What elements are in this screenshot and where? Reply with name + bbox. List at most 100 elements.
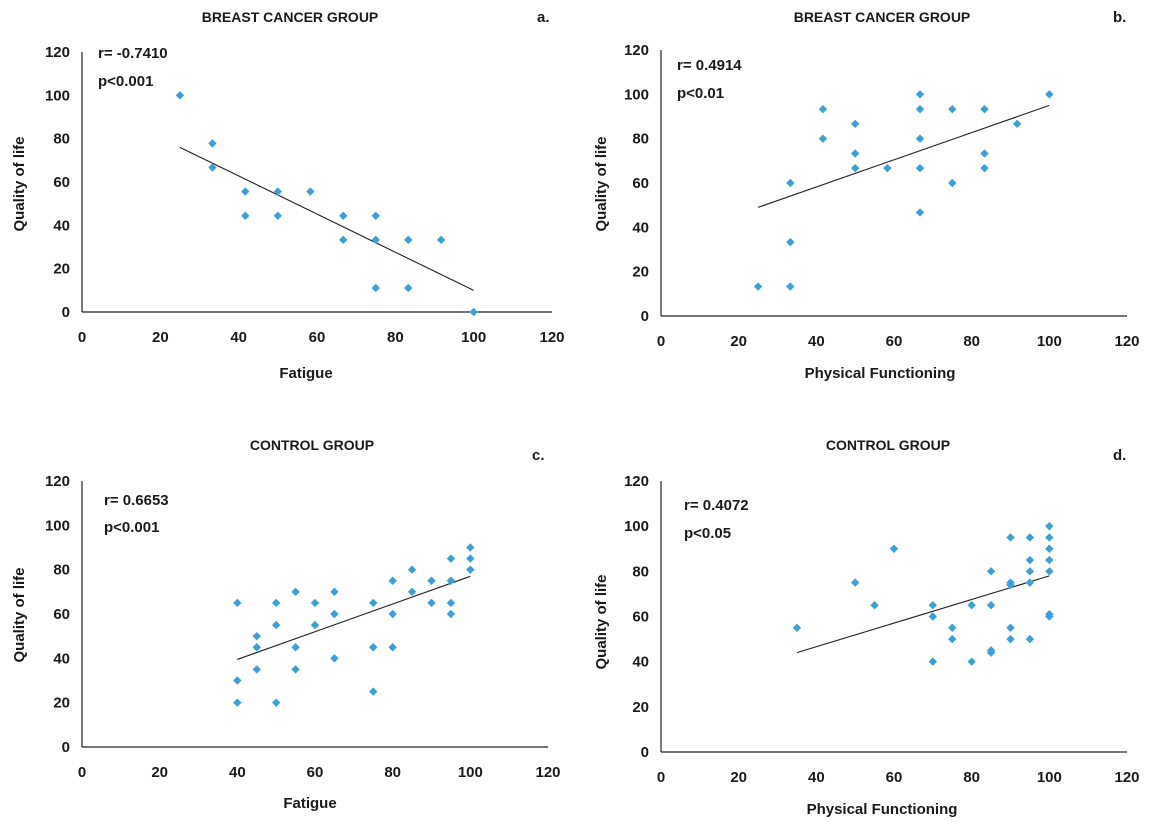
data-point xyxy=(407,587,417,597)
y-axis-label: Quality of life xyxy=(11,567,28,662)
data-point xyxy=(404,235,413,245)
data-point xyxy=(371,283,380,293)
data-point xyxy=(436,235,446,245)
x-axis-label: Physical Functioning xyxy=(805,365,956,382)
y-tick-label: 80 xyxy=(53,131,70,148)
x-tick-label: 80 xyxy=(384,764,401,781)
data-point xyxy=(371,235,380,245)
trendline xyxy=(237,575,471,660)
y-tick-label: 0 xyxy=(62,304,70,321)
data-point xyxy=(1006,580,1015,590)
panel-letter: b. xyxy=(1113,9,1126,26)
data-point xyxy=(369,687,378,696)
data-point xyxy=(980,163,989,173)
data-point xyxy=(1045,612,1054,621)
x-tick-label: 100 xyxy=(461,329,486,346)
plot-area: 0 20 40 60 80 100 120 0 20 40 60 80 100 120 xyxy=(624,473,1140,786)
panel-d: CONTROL GROUP d. r= 0.4072 p<0.05 Physic… xyxy=(593,437,1140,818)
y-tick-label: 120 xyxy=(45,44,70,61)
correlation-coefficient: r= 0.4072 xyxy=(684,497,749,514)
x-axis-label: Fatigue xyxy=(283,795,336,812)
data-point xyxy=(427,576,436,585)
x-tick-label: 60 xyxy=(886,769,903,786)
data-point xyxy=(339,235,348,245)
data-point xyxy=(915,163,925,173)
x-tick-label: 80 xyxy=(963,333,980,350)
data-point xyxy=(915,134,925,143)
data-point xyxy=(446,576,456,585)
panel-c: CONTROL GROUP c. r= 0.6653 p<0.001 Fatig… xyxy=(11,437,561,812)
data-point xyxy=(928,601,938,610)
panel-b: BREAST CANCER GROUP b. r= 0.4914 p<0.01 … xyxy=(593,9,1140,382)
p-value: p<0.05 xyxy=(684,525,731,542)
data-point xyxy=(233,698,242,707)
data-point xyxy=(980,149,989,158)
data-point xyxy=(407,565,417,574)
data-point xyxy=(233,598,242,608)
data-point xyxy=(252,631,261,641)
x-tick-label: 40 xyxy=(808,333,825,350)
y-tick-label: 120 xyxy=(624,473,649,490)
data-point xyxy=(388,576,397,585)
x-tick-label: 40 xyxy=(230,329,247,346)
data-point xyxy=(271,698,281,707)
y-axis-label: Quality of life xyxy=(593,574,610,669)
data-point xyxy=(252,665,261,674)
x-tick-label: 60 xyxy=(307,764,324,781)
x-tick-label: 100 xyxy=(1037,769,1062,786)
plot-area: 0 20 40 60 80 100 120 0 20 40 60 80 100 120 xyxy=(624,42,1140,350)
x-tick-label: 120 xyxy=(535,764,560,781)
data-point xyxy=(291,587,300,597)
data-point xyxy=(889,544,899,553)
y-tick-label: 80 xyxy=(632,563,649,580)
data-point xyxy=(986,601,996,610)
data-point xyxy=(1006,533,1015,542)
panel-title: CONTROL GROUP xyxy=(250,437,374,453)
panel-letter: a. xyxy=(537,9,550,26)
x-axis-label: Physical Functioning xyxy=(807,801,958,818)
data-point xyxy=(870,601,879,610)
data-point xyxy=(273,187,283,196)
y-tick-label: 60 xyxy=(632,609,649,626)
data-point xyxy=(310,598,320,608)
data-point xyxy=(466,543,475,552)
data-point xyxy=(369,643,378,652)
data-point xyxy=(1045,533,1054,542)
data-point xyxy=(850,163,860,173)
data-point xyxy=(306,187,315,196)
panel-letter: d. xyxy=(1113,447,1126,464)
data-point xyxy=(271,620,281,630)
y-tick-label: 40 xyxy=(632,219,649,236)
data-point xyxy=(1006,634,1015,644)
x-tick-label: 120 xyxy=(1114,769,1139,786)
x-tick-label: 40 xyxy=(229,764,246,781)
y-axis-label: Quality of life xyxy=(593,136,610,231)
correlation-coefficient: r= 0.4914 xyxy=(677,57,742,74)
trendline xyxy=(757,104,1050,208)
x-tick-label: 60 xyxy=(886,333,903,350)
panel-title: CONTROL GROUP xyxy=(826,437,950,453)
y-tick-label: 0 xyxy=(641,308,649,325)
data-point xyxy=(330,587,339,597)
data-point xyxy=(291,665,300,674)
data-point xyxy=(948,623,957,632)
correlation-coefficient: r= 0.6653 xyxy=(104,492,169,509)
data-point xyxy=(1025,578,1035,587)
data-point xyxy=(753,282,763,291)
x-tick-label: 60 xyxy=(309,329,326,346)
panel-title: BREAST CANCER GROUP xyxy=(202,9,379,25)
data-point xyxy=(1045,567,1054,576)
data-point xyxy=(427,598,436,608)
y-tick-label: 40 xyxy=(632,654,649,671)
x-tick-label: 0 xyxy=(657,769,665,786)
y-tick-label: 20 xyxy=(53,695,70,712)
x-axis-label: Fatigue xyxy=(279,365,332,382)
data-point xyxy=(252,643,261,652)
data-point xyxy=(271,598,281,608)
data-point xyxy=(986,567,996,576)
y-tick-label: 20 xyxy=(632,264,649,281)
data-point xyxy=(273,211,283,220)
data-point xyxy=(928,657,938,666)
data-point xyxy=(850,578,860,587)
